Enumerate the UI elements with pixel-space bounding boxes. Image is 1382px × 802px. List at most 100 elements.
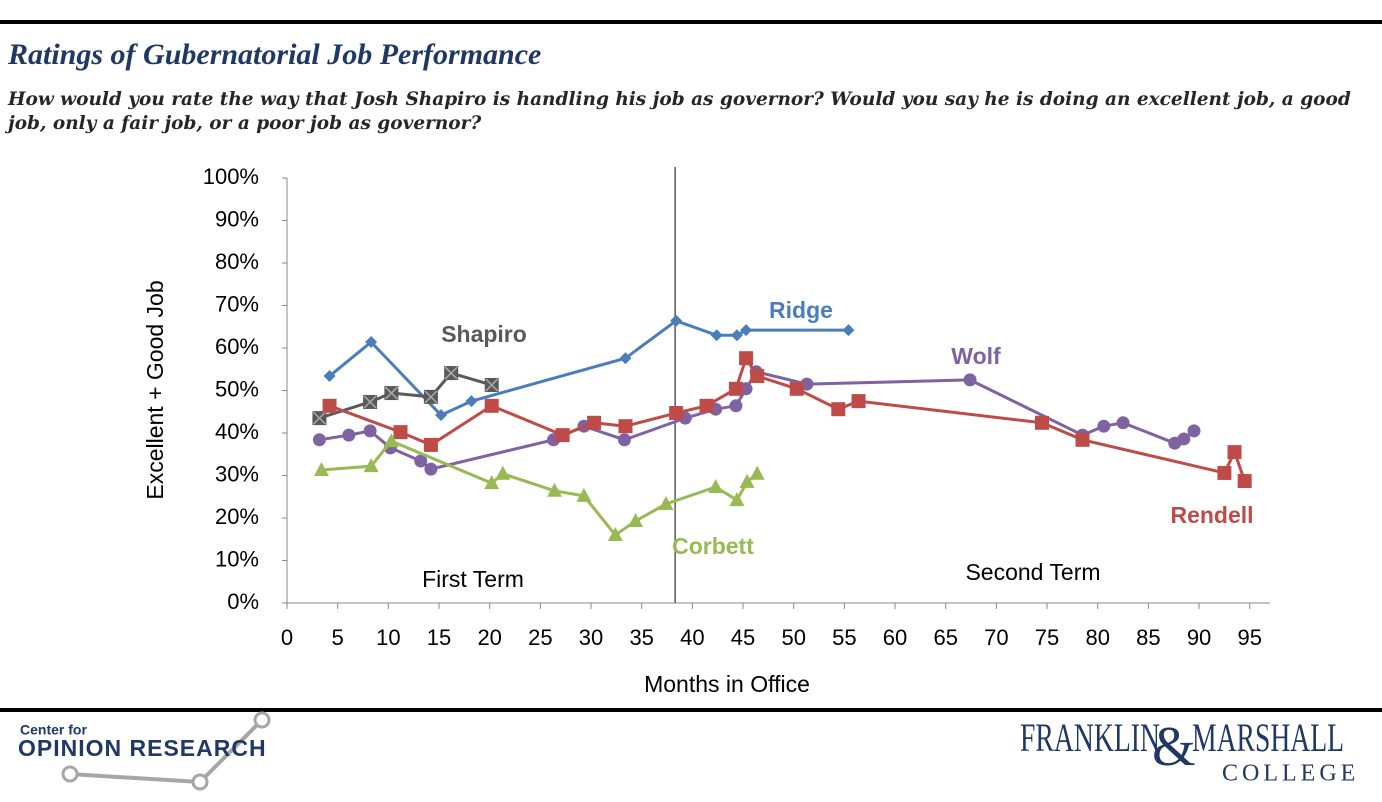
marker-cross <box>384 386 398 400</box>
marker <box>1075 432 1090 447</box>
marker <box>963 373 977 387</box>
marker <box>851 394 866 409</box>
y-tick-label: 0% <box>227 589 259 614</box>
marker <box>484 398 499 413</box>
series <box>322 351 1252 489</box>
marker <box>1237 474 1252 489</box>
series-label: Ridge <box>769 297 833 323</box>
marker <box>1097 419 1111 433</box>
marker <box>435 409 448 422</box>
series-label: Rendell <box>1170 502 1253 528</box>
bottom-rule <box>0 708 1382 712</box>
marker <box>670 314 683 327</box>
marker <box>750 369 765 384</box>
marker <box>607 527 623 541</box>
marker <box>363 424 377 438</box>
logo-dot <box>61 765 79 783</box>
marker <box>322 398 337 413</box>
marker <box>619 352 632 365</box>
series-line <box>319 370 1195 471</box>
marker <box>789 381 804 396</box>
top-rule <box>0 20 1382 24</box>
series-line <box>321 439 759 538</box>
x-tick-label: 50 <box>781 625 805 650</box>
marker <box>1116 416 1130 430</box>
marker <box>740 324 753 337</box>
marker <box>617 433 631 447</box>
series-label: Shapiro <box>441 321 527 347</box>
logo-text: MARSHALL <box>1192 715 1344 760</box>
marker <box>710 329 723 342</box>
x-tick-label: 90 <box>1187 625 1211 650</box>
y-tick-label: 10% <box>215 546 259 571</box>
marker <box>365 336 378 349</box>
logo-dot <box>191 773 209 791</box>
x-tick-label: 75 <box>1035 625 1059 650</box>
marker <box>618 419 633 434</box>
x-tick-label: 10 <box>376 625 400 650</box>
marker <box>831 402 846 417</box>
logo-text: Center for <box>20 722 87 738</box>
x-tick-label: 85 <box>1136 625 1160 650</box>
x-tick-label: 0 <box>281 625 293 650</box>
marker <box>383 433 399 448</box>
marker <box>547 482 563 497</box>
college-logo: FRANKLIN & MARSHALL COLLEGE <box>1020 715 1359 787</box>
x-tick-label: 95 <box>1237 625 1261 650</box>
marker <box>393 425 408 440</box>
marker-cross <box>363 395 377 409</box>
marker <box>424 462 438 476</box>
series <box>323 314 855 422</box>
x-tick-label: 40 <box>680 625 704 650</box>
marker <box>576 487 592 502</box>
series <box>313 433 765 541</box>
x-tick-label: 55 <box>832 625 856 650</box>
marker <box>465 395 478 408</box>
y-tick-label: 100% <box>203 164 259 189</box>
y-tick-label: 50% <box>215 376 259 401</box>
marker <box>484 475 500 490</box>
marker <box>414 454 428 468</box>
marker-cross <box>485 378 499 392</box>
y-tick-label: 20% <box>215 504 259 529</box>
logo-text: & <box>1152 716 1196 778</box>
marker <box>312 433 326 447</box>
chart-subtitle: How would you rate the way that Josh Sha… <box>8 89 1351 134</box>
marker <box>1034 415 1049 430</box>
chart-title: Ratings of Gubernatorial Job Performance <box>8 38 542 71</box>
marker <box>739 351 754 366</box>
annotation: Second Term <box>965 559 1100 585</box>
y-axis-label: Excellent + Good Job <box>142 280 168 499</box>
marker <box>323 370 336 383</box>
marker-cross <box>444 366 458 380</box>
x-tick-label: 80 <box>1085 625 1109 650</box>
marker <box>313 461 329 476</box>
marker-cross <box>312 411 326 425</box>
marker <box>423 437 438 452</box>
series <box>312 366 499 426</box>
logo-dot <box>253 711 271 729</box>
marker <box>729 399 743 413</box>
marker <box>669 406 684 421</box>
y-tick-label: 30% <box>215 461 259 486</box>
y-tick-label: 70% <box>215 291 259 316</box>
marker <box>587 415 602 430</box>
marker <box>363 458 379 473</box>
y-tick-label: 90% <box>215 206 259 231</box>
logo-text: OPINION RESEARCH <box>18 735 267 761</box>
y-tick-label: 80% <box>215 249 259 274</box>
marker <box>699 398 714 413</box>
x-tick-label: 70 <box>984 625 1008 650</box>
marker <box>1227 445 1242 460</box>
x-tick-label: 35 <box>629 625 653 650</box>
x-tick-label: 60 <box>883 625 907 650</box>
x-tick-label: 45 <box>731 625 755 650</box>
x-tick-label: 20 <box>477 625 501 650</box>
x-axis-label: Months in Office <box>644 671 810 697</box>
marker <box>842 324 855 337</box>
marker <box>555 428 570 443</box>
logo-text: COLLEGE <box>1222 761 1359 787</box>
marker <box>658 495 674 510</box>
